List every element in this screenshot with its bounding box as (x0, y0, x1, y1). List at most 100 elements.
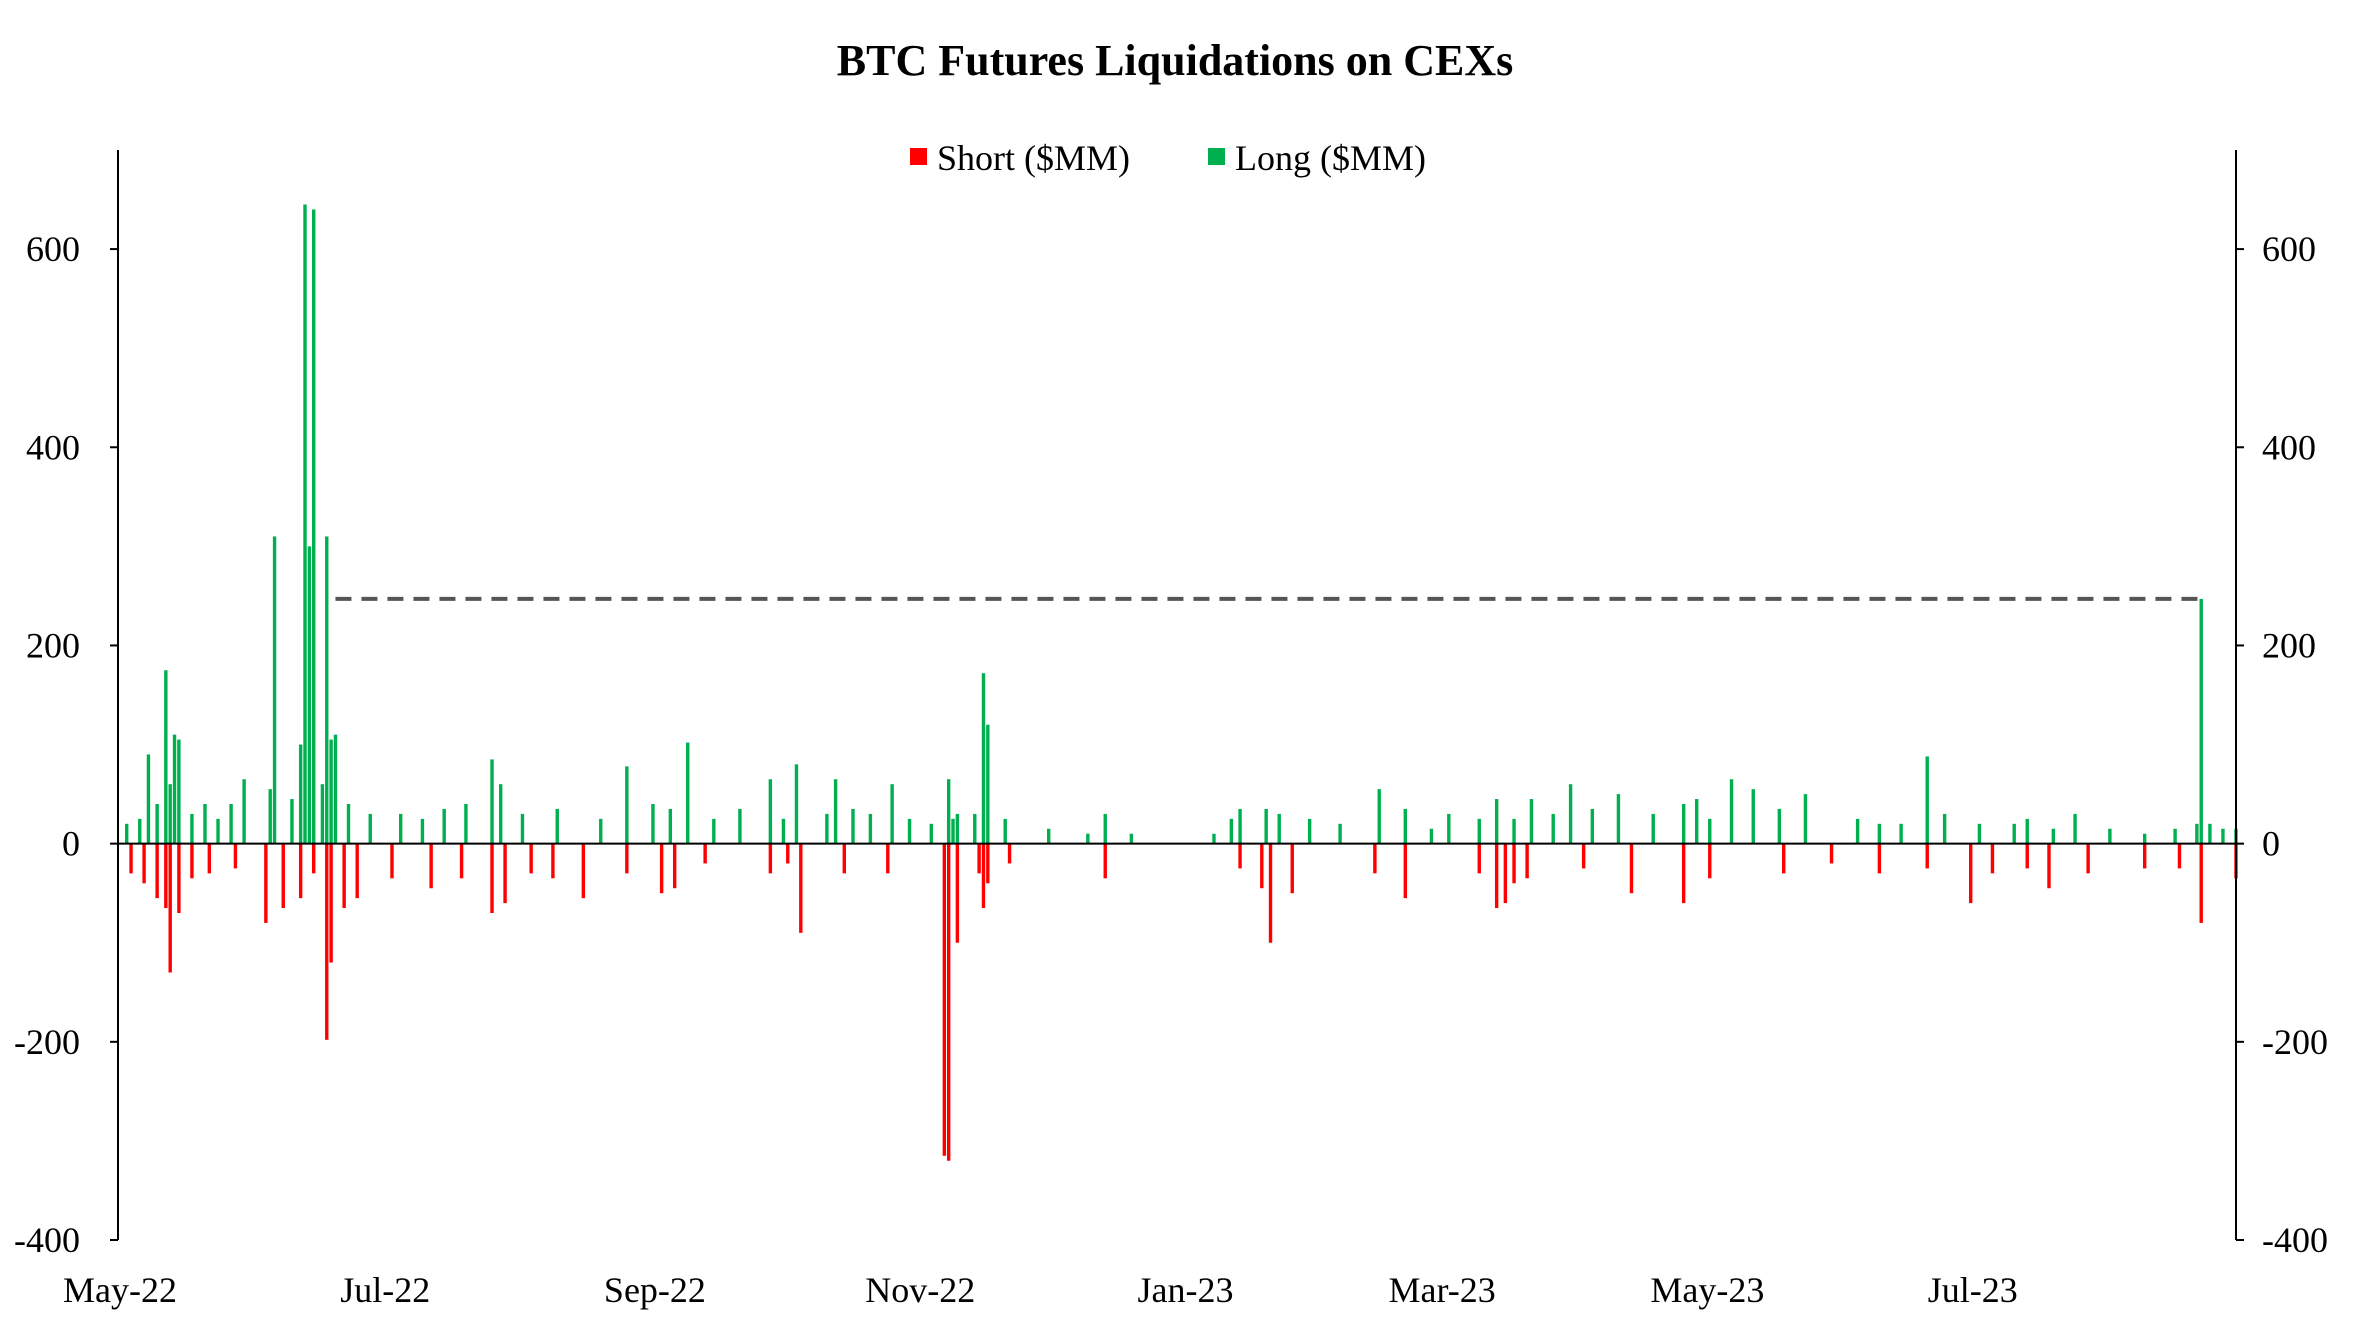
bar-short (2086, 843, 2090, 874)
bar-long (1377, 789, 1381, 844)
bar-long (1942, 813, 1947, 844)
right-y-tick-label: -400 (2262, 1220, 2328, 1260)
bar-long (320, 784, 325, 844)
bar-long (312, 209, 316, 844)
bar-long (1777, 808, 1782, 844)
bar-long (651, 804, 655, 844)
x-tick-label: Sep-22 (604, 1270, 706, 1310)
left-y-tick-label: 0 (62, 824, 80, 864)
bar-long (155, 804, 159, 844)
bar-short (1629, 843, 1634, 894)
bar-short (1007, 843, 1012, 864)
bar-long (686, 742, 690, 844)
bar-long (325, 536, 329, 844)
bar-short (1877, 843, 1882, 874)
bar-long (2173, 828, 2177, 844)
bar-short (981, 843, 986, 909)
bar-long (1512, 818, 1516, 844)
bar-long (203, 804, 207, 844)
bar-long (2108, 828, 2112, 844)
bar-long (333, 734, 338, 844)
bar-long (1681, 804, 1686, 844)
bar-long (907, 818, 912, 844)
bar-long (1803, 794, 1808, 844)
bar-long (781, 818, 786, 844)
bar-long (1129, 833, 1134, 844)
bar-short (312, 843, 316, 874)
bar-short (325, 843, 329, 1040)
bar-long (946, 779, 951, 844)
bar-long (442, 808, 446, 844)
bar-short (264, 843, 268, 923)
left-y-tick-label: 200 (26, 625, 80, 665)
bar-long (499, 784, 503, 844)
bar-long (951, 818, 955, 844)
bar-short (946, 843, 951, 1161)
bar-short (1581, 843, 1586, 869)
bar-short (459, 843, 464, 879)
bar-short (842, 843, 846, 874)
bar-long (599, 818, 603, 844)
bar-short (390, 843, 394, 879)
bar-short (1238, 843, 1242, 869)
bar-short (625, 843, 629, 874)
bar-long (1708, 818, 1712, 844)
bar-short (672, 843, 677, 889)
x-tick-label: Mar-23 (1388, 1270, 1495, 1310)
bar-short (329, 843, 333, 963)
bar-short (207, 843, 212, 874)
bar-short (298, 843, 303, 899)
bar-long (768, 779, 773, 844)
bar-long (1855, 818, 1860, 844)
bar-long (490, 759, 494, 844)
bar-short (490, 843, 494, 913)
bar-long (520, 813, 525, 844)
bar-long (851, 808, 855, 844)
legend-label-short: Short ($MM) (937, 138, 1130, 178)
bar-long (2073, 813, 2077, 844)
x-tick-label: Jul-23 (1928, 1270, 2018, 1310)
bar-long (1551, 813, 1555, 844)
bar-short (768, 843, 773, 874)
right-y-tick-label: 400 (2262, 427, 2316, 467)
bar-long (738, 808, 742, 844)
bar-short (1525, 843, 1529, 879)
bar-long (1925, 756, 1929, 844)
bar-short (977, 843, 981, 874)
bar-short (2199, 843, 2203, 923)
bar-long (1877, 823, 1882, 844)
bars-group (125, 204, 2238, 1161)
bar-short (1925, 843, 1929, 869)
left-y-tick-label: 600 (26, 229, 80, 269)
bar-long (216, 818, 220, 844)
bar-long (668, 808, 673, 844)
right-y-tick-label: 0 (2262, 824, 2280, 864)
bar-long (164, 670, 168, 844)
bar-long (2025, 818, 2029, 844)
bar-long (229, 804, 233, 844)
bar-long (242, 779, 246, 844)
bar-short (190, 843, 194, 879)
bar-short (164, 843, 168, 909)
bar-long (1238, 808, 1242, 844)
bar-long (833, 779, 838, 844)
bar-short (942, 843, 947, 1156)
bar-short (1512, 843, 1516, 884)
bar-short (503, 843, 507, 904)
bar-long (2208, 823, 2212, 844)
left-y-tick-label: 400 (26, 427, 80, 467)
bar-long (1590, 808, 1595, 844)
bar-long (1307, 818, 1312, 844)
x-tick-label: May-23 (1650, 1270, 1764, 1310)
bar-long (1447, 813, 1451, 844)
bar-long (1229, 818, 1234, 844)
bar-short (551, 843, 555, 879)
bar-long (307, 546, 312, 844)
bar-long (625, 766, 629, 844)
bar-long (1212, 833, 1216, 844)
left-y-tick-label: -200 (14, 1022, 80, 1062)
bar-short (1681, 843, 1686, 904)
bar-short (429, 843, 433, 889)
left-y-tick-label: -400 (14, 1220, 80, 1260)
bar-short (1708, 843, 1712, 879)
